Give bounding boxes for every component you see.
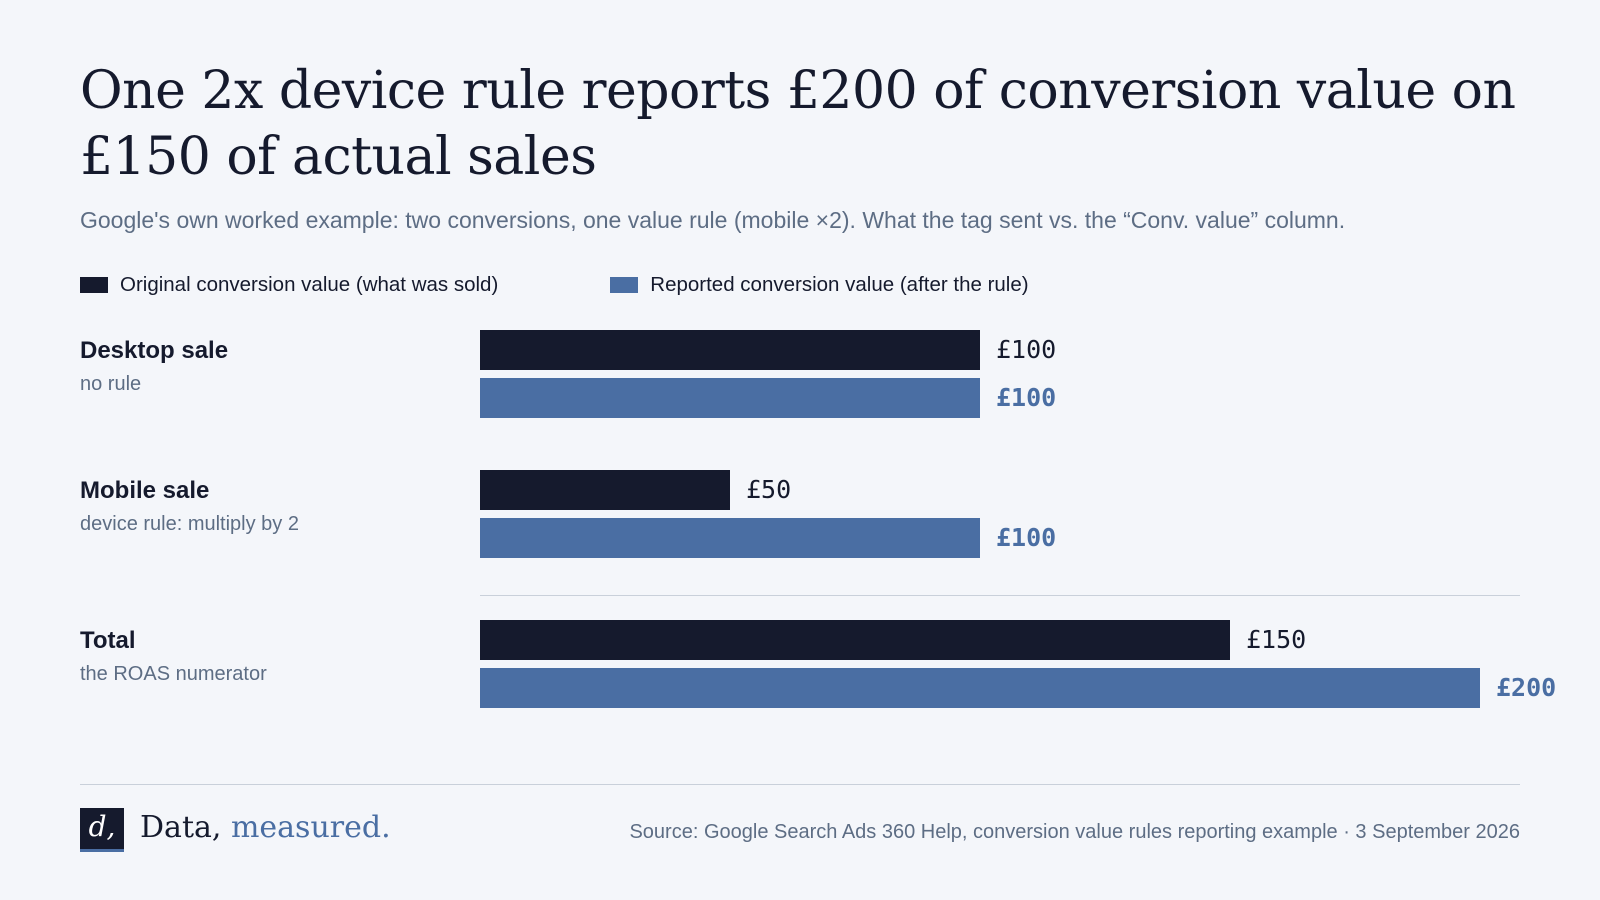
category-name: Desktop sale: [80, 337, 229, 364]
brand-name-accent: measured.: [230, 810, 391, 845]
category-label-desktop: Desktop sale no rule: [80, 337, 460, 396]
legend-item-original: Original conversion value (what was sold…: [80, 273, 498, 297]
brand-name-main: Data,: [140, 810, 222, 845]
source-note: Source: Google Search Ads 360 Help, conv…: [629, 821, 1520, 843]
category-label-mobile: Mobile sale device rule: multiply by 2: [80, 477, 460, 536]
category-name: Mobile sale: [80, 477, 210, 504]
category-note: the ROAS numerator: [80, 663, 267, 685]
data-label-rep-0: £100: [996, 383, 1057, 412]
chart-title: One 2x device rule reports £200 of conve…: [80, 61, 1516, 187]
category-label-total: Total the ROAS numerator: [80, 627, 460, 686]
data-label-orig-2: £150: [1246, 625, 1307, 654]
legend-swatch-reported: [610, 277, 639, 293]
bar-rep-0: [480, 378, 980, 418]
chart-subtitle: Google's own worked example: two convers…: [80, 207, 1346, 233]
legend: Original conversion value (what was sold…: [80, 272, 1029, 298]
bar-rep-2: [480, 668, 1480, 708]
legend-label-original: Original conversion value (what was sold…: [120, 273, 499, 296]
total-divider: [480, 595, 1520, 596]
category-note: device rule: multiply by 2: [80, 513, 299, 535]
footer-divider: [80, 784, 1520, 785]
data-label-rep-2: £200: [1496, 673, 1557, 702]
bar-rep-1: [480, 518, 980, 558]
brand-name: Data, measured.: [140, 810, 391, 845]
category-name: Total: [80, 627, 136, 654]
bar-orig-0: [480, 330, 980, 370]
data-label-orig-1: £50: [746, 475, 792, 504]
legend-label-reported: Reported conversion value (after the rul…: [650, 273, 1029, 296]
data-label-orig-0: £100: [996, 335, 1057, 364]
bar-orig-1: [480, 470, 730, 510]
legend-swatch-original: [80, 277, 108, 293]
category-note: no rule: [80, 373, 142, 395]
brand-logo-mark: d,: [80, 808, 124, 852]
bar-orig-2: [480, 620, 1230, 660]
data-label-rep-1: £100: [996, 523, 1057, 552]
legend-item-reported: Reported conversion value (after the rul…: [610, 273, 1029, 297]
